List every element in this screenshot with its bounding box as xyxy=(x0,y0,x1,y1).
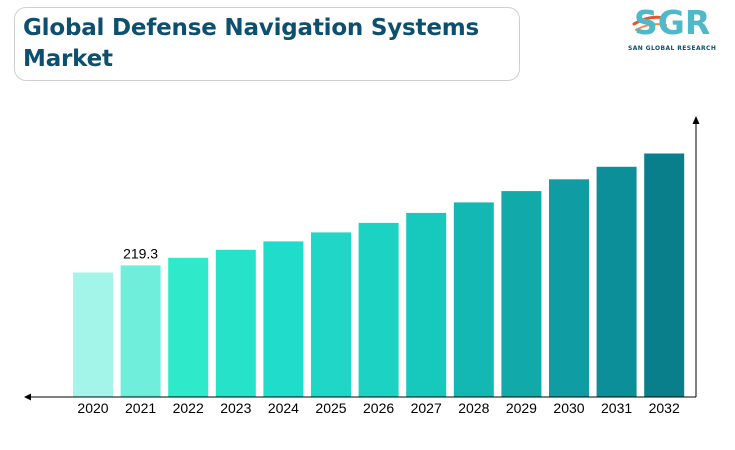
x-tick-label-2032: 2032 xyxy=(649,400,680,416)
logo-subtitle: SAN GLOBAL RESEARCH xyxy=(628,45,717,52)
chart-title-line-1: Global Defense Navigation Systems xyxy=(23,15,479,41)
x-tick-label-2024: 2024 xyxy=(268,400,299,416)
x-tick-label-2027: 2027 xyxy=(411,400,442,416)
logo-mark-text: SGR xyxy=(634,3,711,42)
x-tick-label-2025: 2025 xyxy=(315,400,346,416)
sgr-logo: SGR SAN GLOBAL RESEARCH xyxy=(628,4,728,54)
x-axis-arrow-icon xyxy=(24,393,31,401)
data-label-2021: 219.3 xyxy=(123,245,158,261)
title-box: Global Defense Navigation Systems Market xyxy=(14,7,520,81)
x-tick-label-2029: 2029 xyxy=(506,400,537,416)
y-axis-arrow-icon xyxy=(692,116,700,124)
x-tick-label-2030: 2030 xyxy=(553,400,584,416)
bar-2026 xyxy=(358,222,399,397)
x-tick-label-2022: 2022 xyxy=(173,400,204,416)
x-tick-label-2020: 2020 xyxy=(77,400,108,416)
bar-2030 xyxy=(549,179,589,397)
bar-2027 xyxy=(406,212,447,397)
chart-title-line-2: Market xyxy=(23,46,113,72)
bar-2032 xyxy=(644,153,685,397)
x-tick-label-2021: 2021 xyxy=(125,400,156,416)
bar-2028 xyxy=(453,202,494,397)
bar-2022 xyxy=(168,257,209,397)
x-tick-label-2023: 2023 xyxy=(220,400,251,416)
x-tick-label-2031: 2031 xyxy=(601,400,632,416)
x-tick-label-2026: 2026 xyxy=(363,400,394,416)
x-tick-label-2028: 2028 xyxy=(458,400,489,416)
logo-swoosh-icon xyxy=(632,15,667,31)
bar-2020 xyxy=(73,272,113,397)
bar-2031 xyxy=(596,166,637,397)
bar-2025 xyxy=(311,232,351,397)
bar-2021 xyxy=(120,265,161,397)
bar-2029 xyxy=(501,191,542,397)
bar-2024 xyxy=(263,241,304,397)
bar-2023 xyxy=(215,249,256,397)
